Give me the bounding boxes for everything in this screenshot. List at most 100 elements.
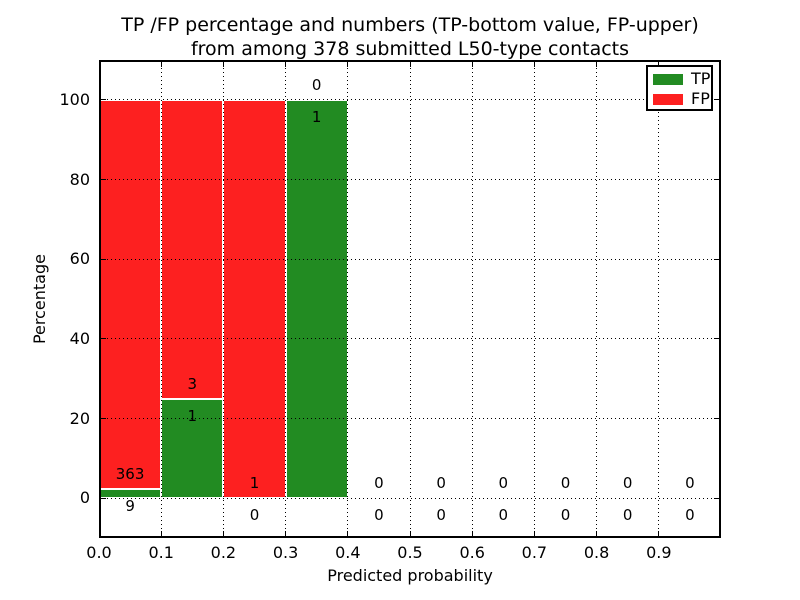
x-tick-label: 0.3 [272, 543, 299, 562]
y-axis-label: Percentage [30, 254, 49, 345]
x-tick-label: 0.7 [521, 543, 548, 562]
tp-count-label: 0 [622, 506, 633, 525]
legend-item-tp: TP [648, 69, 711, 89]
fp-count-label: 0 [498, 474, 509, 493]
y-tick-label: 20 [69, 408, 90, 428]
x-tick-label: 0.1 [148, 543, 174, 562]
x-tick-mark-top [160, 62, 162, 67]
x-tick-mark [471, 531, 473, 536]
fp-count-label: 0 [560, 474, 571, 493]
tp-legend-label: TP [691, 69, 711, 88]
fp-count-label: 0 [311, 75, 322, 94]
y-tick-label: 40 [69, 328, 90, 348]
x-tick-label: 0.4 [335, 543, 361, 562]
y-tick-mark [101, 338, 106, 340]
x-gridline [658, 60, 660, 538]
fp-bar-segment [161, 99, 224, 399]
tp-count-label: 0 [685, 506, 695, 525]
x-tick-label: 0.0 [86, 543, 112, 562]
y-tick-mark [101, 99, 106, 101]
x-gridline [533, 60, 535, 538]
x-tick-mark [222, 531, 224, 536]
fp-bar-segment [99, 99, 162, 489]
y-tick-mark-right [714, 338, 719, 340]
plot-area: TP FP 363 9 3 1 1 0 0 1 0 0 0 0 0 0 0 0 0 0 0 0 [98, 60, 721, 538]
tp-count-label: 1 [311, 107, 322, 126]
x-tick-label: 0.8 [583, 543, 610, 562]
fp-legend-swatch [653, 93, 683, 105]
x-tick-mark-top [222, 62, 224, 67]
legend-item-fp: FP [648, 89, 711, 109]
x-gridline [160, 60, 162, 538]
legend: TP FP [646, 65, 713, 111]
tp-count-label: 0 [560, 506, 571, 525]
y-tick-label: 0 [79, 488, 90, 508]
fp-count-label: 1 [249, 474, 260, 493]
x-tick-label: 0.2 [210, 543, 237, 562]
y-tick-mark [101, 418, 106, 419]
axis-spine-left [99, 60, 101, 538]
chart-title: TP /FP percentage and numbers (TP-bottom… [99, 13, 721, 61]
x-tick-mark-top [471, 62, 473, 67]
y-tick-mark-right [714, 258, 719, 260]
fp-bar-segment [223, 99, 286, 499]
y-tick-mark-right [714, 418, 719, 419]
x-tick-mark [285, 531, 287, 536]
x-tick-mark-top [98, 62, 100, 67]
x-tick-label: 0.9 [646, 543, 672, 562]
x-tick-mark-top [533, 62, 535, 67]
y-tick-label: 100 [59, 89, 90, 109]
x-tick-label: 0.5 [397, 543, 423, 562]
fp-count-label: 0 [685, 474, 695, 493]
axis-spine-right [719, 60, 721, 538]
x-tick-mark [658, 531, 660, 536]
tp-count-label: 0 [374, 506, 384, 525]
x-tick-mark-top [285, 62, 287, 67]
x-gridline [347, 60, 349, 538]
tp-count-label: 0 [249, 506, 260, 525]
x-axis-label: Predicted probability [327, 566, 493, 585]
x-tick-mark-top [347, 62, 349, 67]
axis-spine-bottom [99, 536, 721, 538]
y-tick-mark-right [714, 179, 719, 180]
x-gridline [222, 60, 224, 538]
x-gridline [596, 60, 598, 538]
x-tick-mark [160, 531, 162, 536]
x-tick-label: 0.6 [459, 543, 485, 562]
fp-count-label: 363 [115, 464, 145, 483]
axis-spine-top [99, 60, 721, 62]
y-tick-mark-right [714, 99, 719, 101]
fp-count-label: 0 [374, 474, 384, 493]
tp-legend-swatch [653, 73, 683, 85]
chart-title-line-2: from among 378 submitted L50-type contac… [190, 38, 630, 60]
x-tick-mark [596, 531, 598, 536]
x-gridline [285, 60, 287, 538]
y-tick-mark [101, 497, 106, 499]
x-tick-mark [409, 531, 411, 536]
x-gridline [471, 60, 473, 538]
y-tick-label: 60 [69, 249, 90, 269]
tp-count-label: 0 [436, 506, 446, 525]
y-tick-label: 80 [69, 169, 90, 189]
tp-bar-segment [161, 398, 224, 499]
x-tick-mark [347, 531, 349, 536]
x-tick-mark [533, 531, 535, 536]
x-tick-mark [98, 531, 100, 536]
fp-count-label: 0 [436, 474, 446, 493]
x-tick-mark-top [409, 62, 411, 67]
tp-count-label: 9 [125, 496, 135, 515]
x-tick-mark-top [596, 62, 598, 67]
tp-count-label: 1 [187, 406, 198, 425]
y-tick-mark [101, 179, 106, 180]
fp-count-label: 0 [622, 474, 633, 493]
fp-legend-label: FP [691, 89, 710, 108]
tp-bar-segment [285, 99, 348, 499]
y-tick-mark [101, 258, 106, 260]
y-tick-mark-right [714, 497, 719, 499]
x-gridline [409, 60, 411, 538]
chart-title-line-1: TP /FP percentage and numbers (TP-bottom… [121, 14, 699, 36]
tp-count-label: 0 [498, 506, 509, 525]
fp-count-label: 3 [187, 374, 198, 393]
x-tick-mark-top [658, 62, 660, 67]
